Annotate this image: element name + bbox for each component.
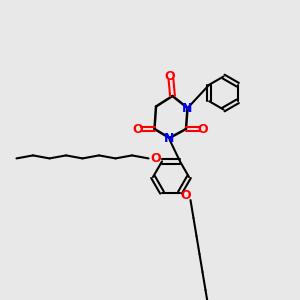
Text: O: O	[133, 122, 143, 136]
Text: O: O	[197, 122, 208, 136]
Text: O: O	[151, 152, 161, 165]
Text: N: N	[182, 101, 193, 115]
Text: N: N	[164, 131, 175, 145]
Text: O: O	[181, 189, 191, 202]
Text: O: O	[164, 70, 175, 83]
